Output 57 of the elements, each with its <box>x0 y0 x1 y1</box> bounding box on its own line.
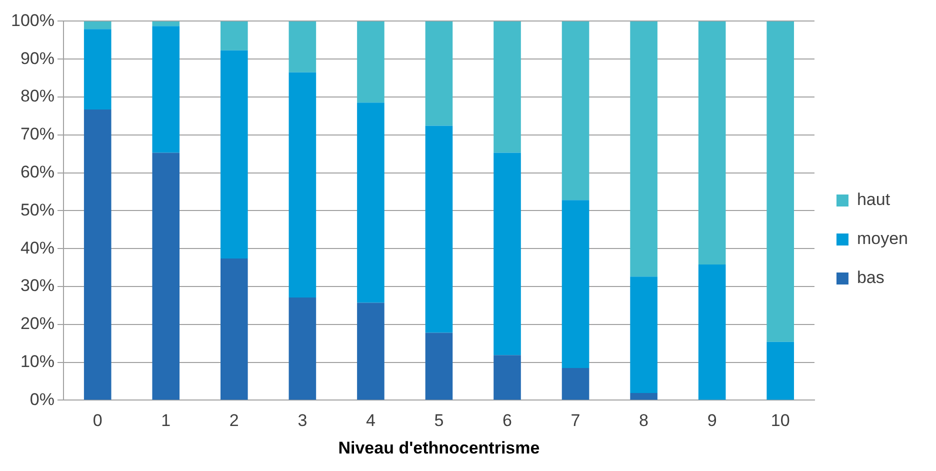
x-tick-label: 4 <box>366 411 376 430</box>
bar <box>220 258 248 400</box>
y-tick-label: 70% <box>20 124 54 144</box>
bar <box>630 276 658 393</box>
x-tick-label: 2 <box>229 411 239 430</box>
bar <box>425 21 453 126</box>
bar <box>425 332 453 400</box>
y-tick-label: 50% <box>20 200 54 220</box>
bar <box>630 393 658 400</box>
y-tick-label: 0% <box>30 390 54 409</box>
bar <box>357 302 384 400</box>
bar <box>152 152 180 400</box>
x-tick-label: 3 <box>298 411 308 430</box>
bar <box>766 342 794 400</box>
bar <box>357 102 384 303</box>
legend-label: haut <box>856 190 890 210</box>
y-tick-label: 40% <box>20 238 54 258</box>
bar <box>357 21 384 103</box>
x-tick-label: 8 <box>639 411 649 430</box>
bar <box>698 264 726 400</box>
bar <box>220 50 248 258</box>
bar <box>288 72 316 298</box>
y-tick-label: 20% <box>20 314 54 334</box>
y-tick-label: 80% <box>20 86 54 106</box>
x-axis-title: Niveau d'ethnocentrisme <box>338 438 540 458</box>
bar <box>630 21 658 277</box>
bar <box>288 297 316 400</box>
y-tick-label: 60% <box>20 162 54 182</box>
x-tick-label: 9 <box>707 411 717 430</box>
y-tick-label: 90% <box>20 48 54 68</box>
bar <box>562 368 590 400</box>
x-tick-label: 7 <box>570 411 580 430</box>
x-tick-label: 6 <box>502 411 512 430</box>
bar <box>766 21 794 342</box>
bar <box>562 200 590 368</box>
bar <box>84 21 112 30</box>
x-tick-label: 0 <box>92 411 102 430</box>
bar <box>220 21 248 50</box>
bar <box>152 21 180 26</box>
legend-label: bas <box>856 268 884 288</box>
x-tick-label: 10 <box>770 411 790 430</box>
y-tick-label: 30% <box>20 276 54 296</box>
legend-label: moyen <box>856 229 908 248</box>
bar <box>494 355 521 400</box>
bar <box>288 21 316 72</box>
bar <box>84 29 112 110</box>
x-tick-label: 5 <box>434 411 444 430</box>
bar <box>425 126 453 333</box>
y-tick-label: 10% <box>20 352 54 371</box>
bar <box>84 110 112 400</box>
x-tick-label: 1 <box>161 411 171 430</box>
bar <box>494 152 521 356</box>
y-tick-label: 100% <box>10 10 54 30</box>
bar <box>152 26 180 153</box>
bar <box>494 21 521 153</box>
bar <box>562 21 590 200</box>
bar <box>698 21 726 265</box>
